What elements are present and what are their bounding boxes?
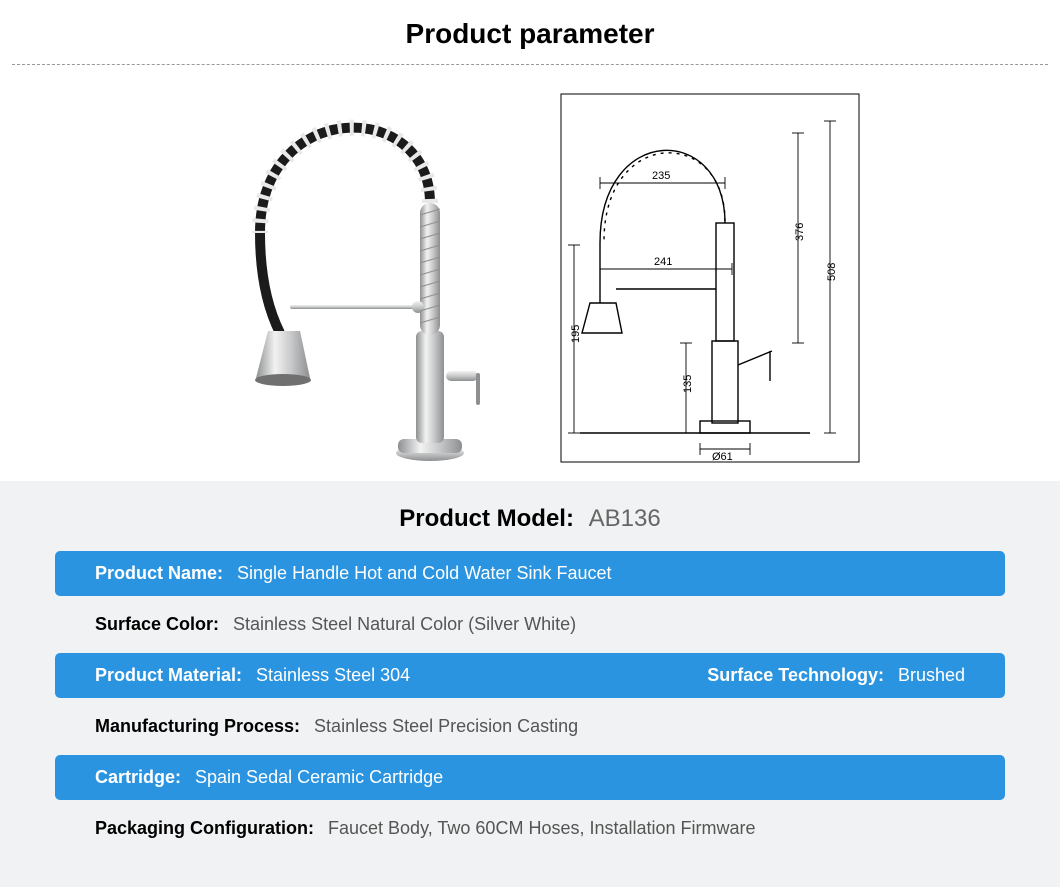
spec-value: Spain Sedal Ceramic Cartridge [195,767,443,788]
spec-row-manufacturing: Manufacturing Process: Stainless Steel P… [55,704,1005,749]
dim-135: 135 [682,375,694,393]
dim-arch-span: 235 [652,170,670,182]
dim-base-dia: Ø61 [712,451,733,463]
product-photo [200,83,530,463]
spec-label: Packaging Configuration: [95,818,314,839]
spec-row-surface-color: Surface Color: Stainless Steel Natural C… [55,602,1005,647]
spec-label: Surface Color: [95,614,219,635]
images-row: 235 241 376 508 195 135 Ø61 [0,65,1060,481]
dim-376: 376 [794,223,806,241]
spec-label: Product Material: [95,665,242,686]
spec-label: Manufacturing Process: [95,716,300,737]
spec-value: Single Handle Hot and Cold Water Sink Fa… [237,563,612,584]
spec-value: Stainless Steel Natural Color (Silver Wh… [233,614,576,635]
spec-value: Faucet Body, Two 60CM Hoses, Installatio… [328,818,756,839]
model-value: AB136 [589,505,661,532]
spec-row-cartridge: Cartridge: Spain Sedal Ceramic Cartridge [55,755,1005,800]
spec-label: Cartridge: [95,767,181,788]
spec-value: Stainless Steel 304 [256,665,410,686]
spec-row-packaging: Packaging Configuration: Faucet Body, Tw… [55,806,1005,851]
model-label: Product Model: [399,505,574,532]
dim-spray-reach: 241 [654,256,672,268]
product-model-line: Product Model: AB136 [55,499,1005,551]
dim-195: 195 [570,325,582,343]
page-title: Product parameter [0,0,1060,64]
spec-label: Product Name: [95,563,223,584]
spec-label-2: Surface Technology: [707,665,884,686]
dimension-diagram: 235 241 376 508 195 135 Ø61 [560,93,860,463]
spec-value: Stainless Steel Precision Casting [314,716,578,737]
dim-508: 508 [826,263,838,281]
spec-row-material-tech: Product Material: Stainless Steel 304 Su… [55,653,1005,698]
spec-section: Product Model: AB136 Product Name: Singl… [0,481,1060,887]
spec-value-2: Brushed [898,665,965,686]
spec-row-product-name: Product Name: Single Handle Hot and Cold… [55,551,1005,596]
